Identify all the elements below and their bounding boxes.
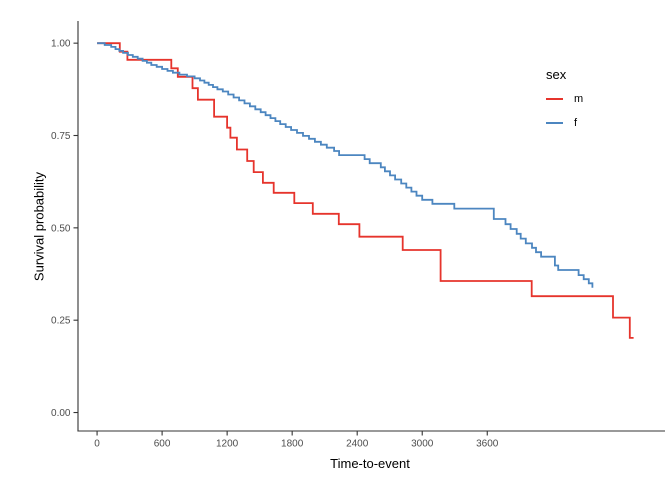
x-tick-label: 1800 xyxy=(281,439,304,450)
legend-label-f: f xyxy=(574,117,578,129)
y-tick-label: 0.50 xyxy=(51,223,71,234)
x-tick-label: 600 xyxy=(154,439,171,450)
survival-curve-m xyxy=(97,42,634,339)
y-tick-label: 1.00 xyxy=(51,39,71,50)
y-tick-label: 0.25 xyxy=(51,316,71,327)
legend-line-swatch-m xyxy=(546,98,563,100)
legend-label-m: m xyxy=(574,93,584,105)
x-tick-label: 1200 xyxy=(216,439,239,450)
x-tick-label: 0 xyxy=(94,439,100,450)
y-axis-title: Survival probability xyxy=(31,171,47,282)
legend-title: sex xyxy=(546,67,567,82)
legend-line-swatch-f xyxy=(546,122,563,124)
y-tick-label: 0.00 xyxy=(51,408,71,419)
x-tick-label: 2400 xyxy=(346,439,369,450)
legend-item-f: f xyxy=(546,116,583,130)
survival-curve-f xyxy=(97,42,594,288)
legend: sex m f xyxy=(546,67,583,130)
x-axis-title: Time-to-event xyxy=(330,456,410,471)
legend-item-m: m xyxy=(546,92,583,106)
x-tick-label: 3000 xyxy=(411,439,434,450)
x-tick-label: 3600 xyxy=(476,439,499,450)
y-tick-label: 0.75 xyxy=(51,131,71,142)
